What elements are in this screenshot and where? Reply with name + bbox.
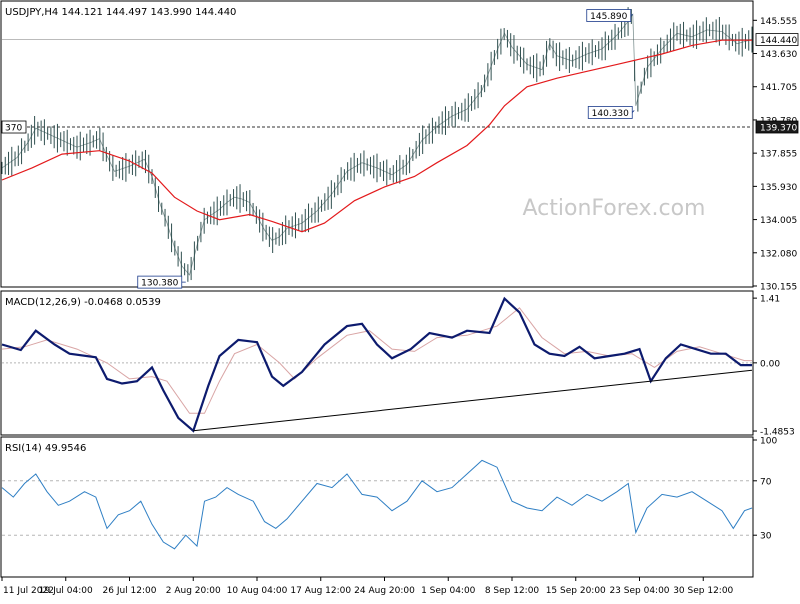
macd-tick-label: 1.41: [760, 295, 780, 305]
current-price-box: [755, 33, 799, 46]
watermark: ActionForex.com: [523, 196, 706, 221]
price-axis: 145.555143.630141.705139.780137.855135.9…: [753, 17, 799, 293]
rsi-panel-frame: [0, 436, 754, 578]
macd-tick-label: 0.00: [760, 359, 780, 369]
rsi-tick-label: 70: [760, 477, 772, 487]
price-annotations: 370 145.890 140.330 130.380: [1, 9, 635, 289]
x-tick-label: 1 Sep 04:00: [421, 586, 476, 596]
x-tick-label: 11 Jul 2022: [3, 586, 54, 596]
moving-average-line: [1, 39, 752, 233]
rsi-axis: 100 70 30: [753, 437, 777, 542]
x-tick-label: 10 Aug 04:00: [227, 586, 288, 596]
annotation-label: 130.380: [141, 279, 178, 289]
x-tick-label: 24 Aug 20:00: [354, 586, 415, 596]
macd-panel-frame: [0, 290, 754, 436]
level-left-label: 370: [5, 124, 22, 134]
x-tick-label: 19 Jul 04:00: [39, 586, 93, 596]
macd-line: [1, 296, 752, 433]
price-tick-label: 134.005: [760, 216, 797, 226]
annotation-leader: [631, 110, 635, 113]
annotation-label: 140.330: [592, 109, 629, 119]
price-header: USDJPY,H4 144.121 144.497 143.990 144.44…: [5, 7, 236, 18]
rsi-line: [1, 459, 753, 550]
rsi-header: RSI(14) 49.9546: [5, 443, 86, 454]
macd-trendline: [193, 369, 753, 432]
level-left-box: [1, 120, 27, 134]
rsi-lines: [1, 459, 753, 550]
x-tick-label: 26 Jul 12:00: [103, 586, 157, 596]
x-tick-label: 8 Sep 12:00: [485, 586, 540, 596]
rsi-tick-label: 100: [760, 437, 777, 447]
current-price-label: 144.440: [760, 36, 797, 46]
price-grid: [2, 39, 752, 128]
price-bars: [1, 7, 753, 282]
x-tick-label: 15 Sep 20:00: [546, 586, 606, 596]
level-box: [755, 120, 799, 134]
price-tick-label: 137.855: [760, 150, 797, 160]
price-tick-label: 145.555: [760, 17, 797, 27]
rsi-grid: [2, 480, 752, 536]
macd-signal-line: [1, 307, 752, 414]
rsi-tick-label: 30: [760, 532, 772, 542]
level-label: 139.370: [760, 124, 797, 134]
price-panel-frame: [0, 0, 754, 288]
price-lines: [1, 7, 753, 282]
macd-header: MACD(12,26,9) -0.0468 0.0539: [5, 297, 161, 308]
price-tick-label: 135.930: [760, 183, 797, 193]
annotation-leader: [630, 14, 633, 16]
price-close-line: [1, 13, 753, 276]
x-tick-label: 30 Sep 12:00: [673, 586, 733, 596]
annotation-label: 145.890: [590, 12, 627, 22]
price-tick-label: 141.705: [760, 83, 797, 93]
macd-tick-label: -1.4853: [760, 428, 795, 438]
price-tick-label: 143.630: [760, 50, 797, 60]
price-tick-label: 132.080: [760, 249, 797, 259]
price-tick-label: 130.155: [760, 283, 797, 293]
macd-lines: [1, 296, 753, 433]
macd-axis: 1.41 0.00 -1.4853: [753, 295, 795, 438]
x-tick-label: 23 Sep 04:00: [609, 586, 669, 596]
x-tick-label: 17 Aug 12:00: [290, 586, 351, 596]
x-tick-label: 2 Aug 20:00: [166, 586, 221, 596]
